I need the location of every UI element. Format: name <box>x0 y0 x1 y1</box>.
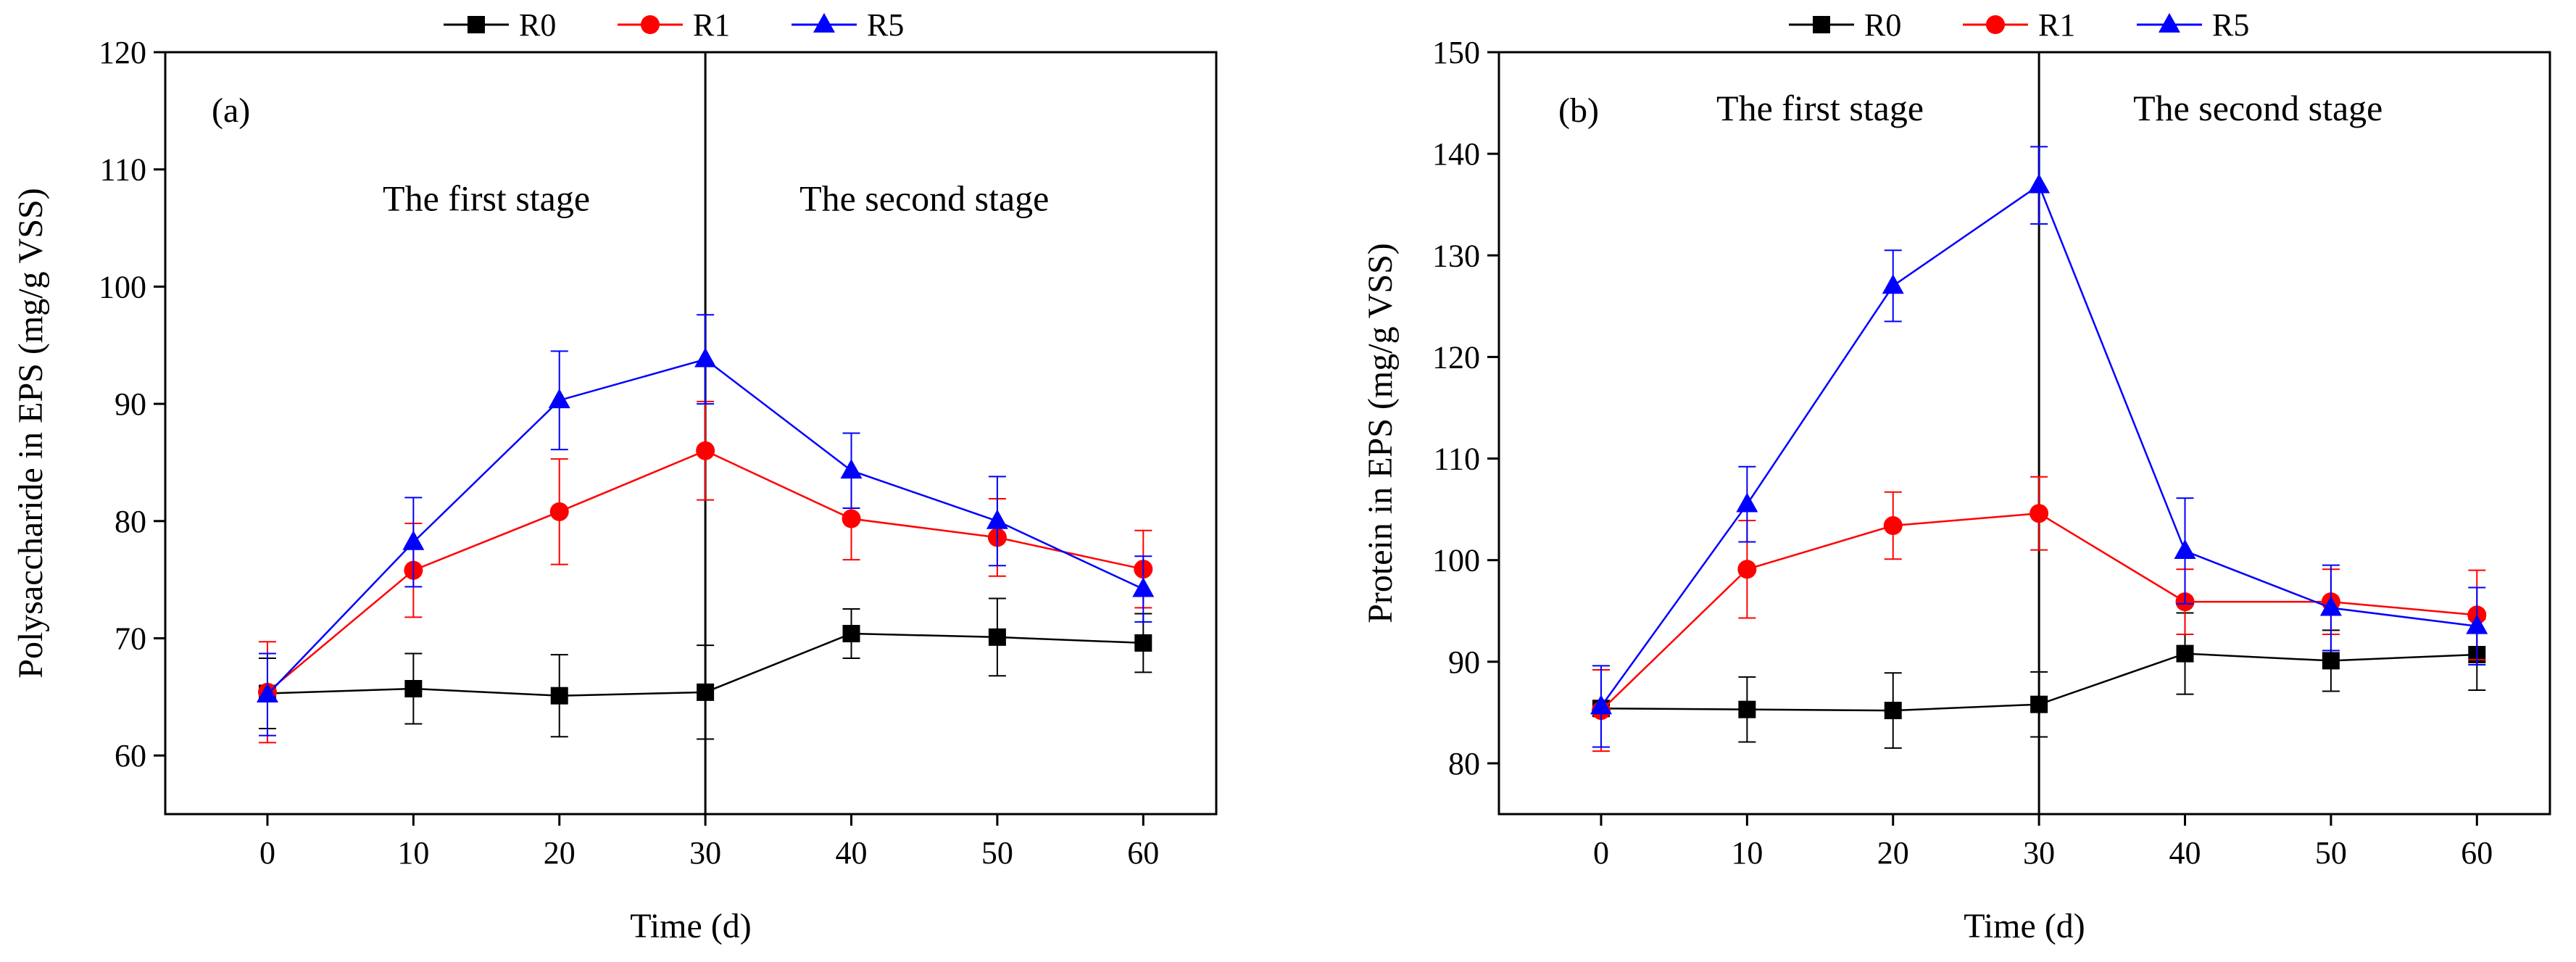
x-tick-label: 60 <box>1127 835 1159 871</box>
x-tick-label: 50 <box>981 835 1013 871</box>
data-point-r0 <box>550 687 568 705</box>
data-point-r5 <box>2028 173 2051 194</box>
data-point-r0 <box>2176 644 2194 663</box>
y-tick-label: 120 <box>99 35 146 70</box>
second-stage-label: The second stage <box>799 178 1049 218</box>
y-tick-label: 110 <box>1434 441 1480 477</box>
x-axis-title: Time (d) <box>1964 907 2085 945</box>
x-tick-label: 10 <box>397 835 429 871</box>
legend-marker <box>813 12 835 33</box>
legend-item-r0: R0 <box>444 7 556 43</box>
data-point-r1 <box>2029 504 2049 523</box>
y-tick-label: 80 <box>115 504 146 539</box>
y-tick-label: 90 <box>1448 644 1480 680</box>
legend-item-r5: R5 <box>792 7 904 43</box>
legend-label: R0 <box>1864 7 1901 43</box>
legend: R0 R1 R5 <box>444 7 904 43</box>
data-point-r0 <box>842 624 860 642</box>
panel-label: (b) <box>1558 91 1599 130</box>
y-axis-title: Polysaccharide in EPS (mg/g VSS) <box>12 188 50 678</box>
first-stage-label: The first stage <box>383 178 590 218</box>
x-tick-label: 10 <box>1731 835 1763 871</box>
y-tick-label: 110 <box>100 152 146 188</box>
data-point-r5 <box>2466 614 2488 634</box>
plot-frame <box>1497 51 2551 816</box>
panel-label: (a) <box>212 91 250 130</box>
data-point-r5 <box>2174 539 2196 559</box>
legend-label: R0 <box>519 7 556 43</box>
x-tick-label: 60 <box>2461 835 2493 871</box>
x-tick-label: 30 <box>689 835 721 871</box>
data-point-r5 <box>1132 577 1155 597</box>
x-tick-label: 50 <box>2315 835 2347 871</box>
data-point-r1 <box>1737 560 1757 579</box>
legend-label: R5 <box>867 7 904 43</box>
data-point-r5 <box>1590 694 1612 715</box>
data-point-r5 <box>402 530 425 550</box>
data-point-r5 <box>694 347 717 368</box>
first-stage-label: The first stage <box>1716 88 1924 128</box>
chart-panel-1: 0 10 20 30 40 50 60 60 70 80 90 100 110 120 Time (d) Po… <box>12 7 1218 945</box>
chart-panel-2: 0 10 20 30 40 50 60 80 90 100 110 120 130 140 150 Time … <box>1361 7 2551 945</box>
data-point-r1 <box>696 441 715 460</box>
legend-item-r5: R5 <box>2137 7 2249 43</box>
legend-item-r0: R0 <box>1789 7 1901 43</box>
data-point-r0 <box>2030 695 2048 713</box>
y-tick-label: 130 <box>1432 238 1480 273</box>
legend-item-r1: R1 <box>618 7 730 43</box>
data-point-r5 <box>256 682 278 702</box>
x-tick-label: 40 <box>2169 835 2201 871</box>
y-tick-label: 150 <box>1432 35 1480 70</box>
x-tick-label: 40 <box>836 835 868 871</box>
y-tick-label: 100 <box>99 269 146 304</box>
y-tick-label: 60 <box>115 738 146 774</box>
data-point-r5 <box>1882 274 1904 294</box>
x-axis-title: Time (d) <box>630 907 752 945</box>
legend-marker <box>1813 16 1830 33</box>
data-point-r0 <box>1134 634 1152 652</box>
y-tick-label: 120 <box>1432 339 1480 375</box>
x-tick-label: 0 <box>1593 835 1609 871</box>
data-point-r0 <box>1884 702 1902 720</box>
x-tick-label: 0 <box>259 835 275 871</box>
legend-label: R5 <box>2212 7 2249 43</box>
legend-marker <box>641 15 660 34</box>
data-point-r5 <box>2319 596 2342 616</box>
legend: R0 R1 R5 <box>1789 7 2249 43</box>
data-point-r5 <box>1736 492 1758 513</box>
x-tick-label: 30 <box>2023 835 2055 871</box>
y-tick-label: 90 <box>115 386 146 422</box>
y-tick-label: 80 <box>1448 746 1480 781</box>
y-tick-label: 70 <box>115 621 146 656</box>
data-point-r0 <box>1738 700 1756 718</box>
data-point-r0 <box>988 628 1006 646</box>
x-tick-label: 20 <box>1877 835 1909 871</box>
y-tick-label: 140 <box>1432 136 1480 172</box>
x-tick-label: 20 <box>544 835 576 871</box>
legend-label: R1 <box>693 7 730 43</box>
data-point-r0 <box>404 679 423 697</box>
second-stage-label: The second stage <box>2133 88 2382 128</box>
legend-marker <box>468 16 485 33</box>
series-r5 <box>1590 146 2488 748</box>
y-tick-label: 100 <box>1432 543 1480 579</box>
plot-frame <box>164 51 1218 816</box>
data-point-r5 <box>548 389 570 409</box>
data-point-r5 <box>840 459 863 479</box>
legend-label: R1 <box>2038 7 2075 43</box>
legend-marker <box>1986 15 2005 34</box>
data-point-r1 <box>549 502 569 521</box>
data-point-r1 <box>842 509 861 528</box>
data-point-r1 <box>1883 516 1903 536</box>
legend-marker <box>2159 12 2180 33</box>
data-point-r5 <box>986 509 1008 529</box>
y-axis-title: Protein in EPS (mg/g VSS) <box>1361 243 1400 623</box>
data-point-r0 <box>2322 652 2340 670</box>
data-point-r0 <box>697 683 715 701</box>
series-r5 <box>256 314 1155 737</box>
legend-item-r1: R1 <box>1963 7 2075 43</box>
